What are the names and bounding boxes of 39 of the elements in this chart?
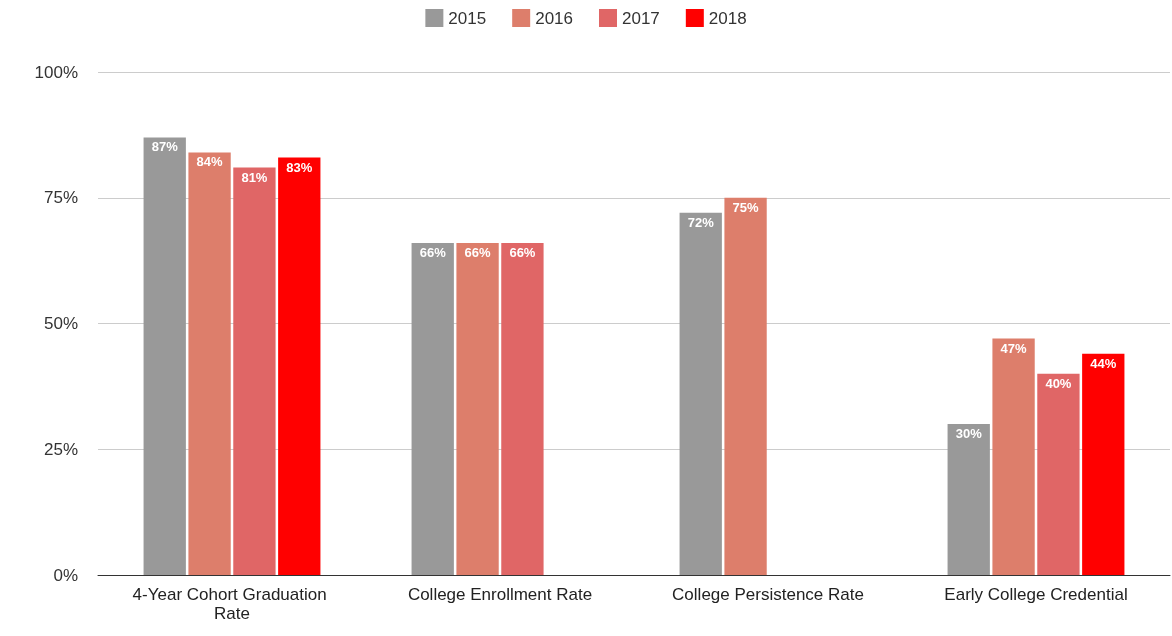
data-label: 47% <box>1000 340 1028 356</box>
x-tick-label: College Enrollment Rate <box>407 585 593 604</box>
bar <box>1037 373 1080 575</box>
y-tick-label: 75% <box>43 188 78 208</box>
bar <box>233 167 276 575</box>
bar <box>1082 353 1125 575</box>
data-label: 87% <box>151 139 179 155</box>
y-tick-label: 0% <box>53 565 78 585</box>
bar <box>992 338 1035 575</box>
y-tick-label: 50% <box>43 314 78 333</box>
data-label: 83% <box>286 159 313 175</box>
x-tick-label: 4-Year Cohort Graduation Rate <box>132 585 332 623</box>
data-label: 44% <box>1090 355 1117 371</box>
data-label: 66% <box>464 245 492 261</box>
bar <box>501 243 544 575</box>
data-label: 66% <box>509 245 536 261</box>
data-label: 75% <box>732 199 760 215</box>
x-tick-label: Early College Credential <box>944 585 1128 604</box>
legend-label: 2015 <box>448 8 487 28</box>
data-label: 84% <box>196 154 224 170</box>
bar <box>411 243 454 575</box>
data-label: 30% <box>955 426 983 442</box>
legend-label: 2016 <box>535 8 574 28</box>
bar <box>947 424 990 575</box>
x-tick-label: College Persistence Rate <box>672 585 864 604</box>
legend-label: 2018 <box>708 8 747 28</box>
bar <box>143 137 186 575</box>
data-label: 81% <box>241 169 268 185</box>
bar <box>278 157 321 575</box>
bar <box>188 152 231 575</box>
y-tick-label: 25% <box>43 439 78 459</box>
y-tick-label: 100% <box>34 62 78 82</box>
data-label: 72% <box>687 214 715 230</box>
data-label: 66% <box>419 245 447 261</box>
bar <box>456 243 499 575</box>
legend-label: 2017 <box>622 8 660 28</box>
bar <box>724 197 767 575</box>
data-label: 40% <box>1045 375 1072 391</box>
bar <box>679 212 722 575</box>
